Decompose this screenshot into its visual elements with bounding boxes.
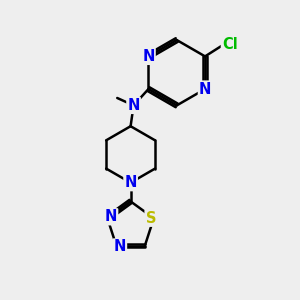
Text: N: N: [105, 209, 117, 224]
Text: N: N: [114, 239, 126, 254]
Text: N: N: [128, 98, 140, 113]
Text: N: N: [124, 175, 137, 190]
Text: Cl: Cl: [222, 37, 238, 52]
Text: N: N: [142, 49, 154, 64]
Text: S: S: [146, 211, 156, 226]
Text: N: N: [199, 82, 211, 97]
